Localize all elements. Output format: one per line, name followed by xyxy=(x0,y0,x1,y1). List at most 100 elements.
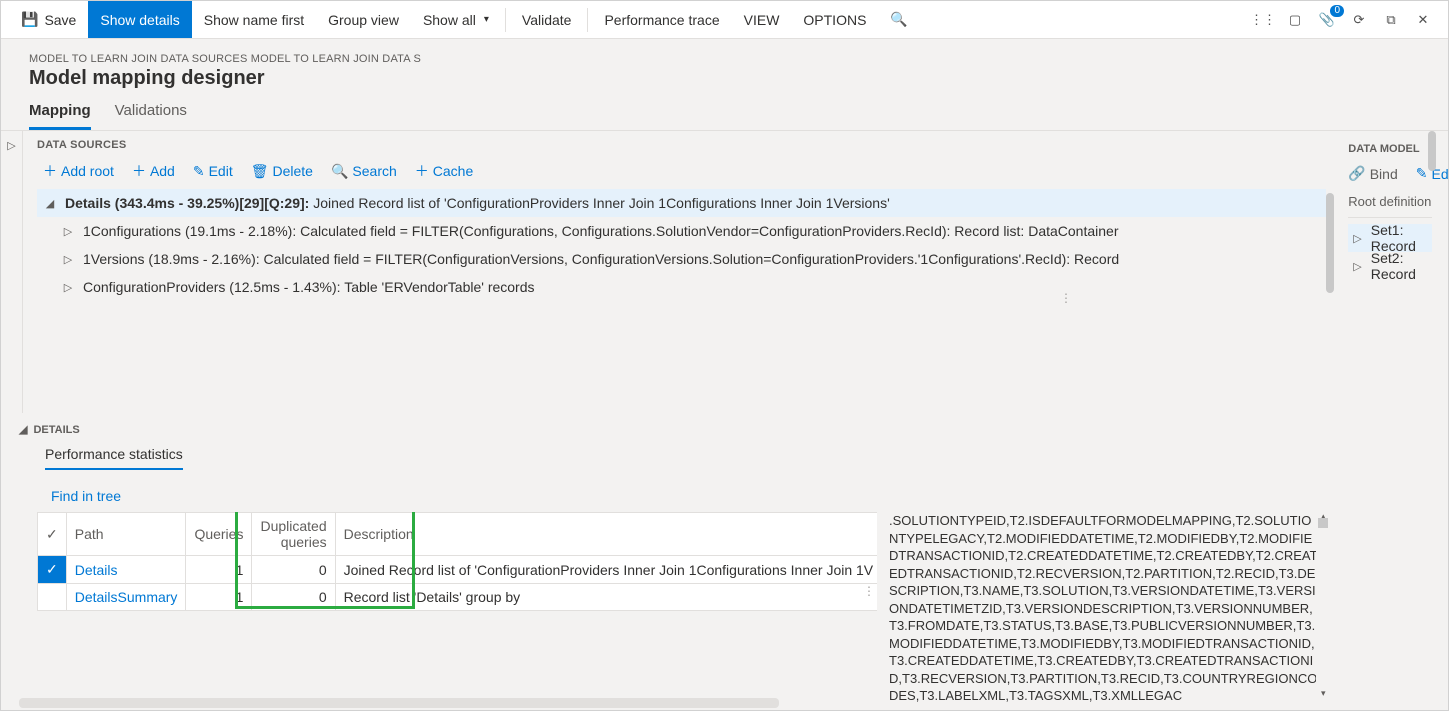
tree-row[interactable]: ▷ 1Configurations (19.1ms - 2.18%): Calcu… xyxy=(37,217,1326,245)
find-in-tree-link[interactable]: Find in tree xyxy=(51,488,121,504)
trash-icon: 🗑 xyxy=(251,163,269,180)
performance-table: ✓ Path Queries Duplicated queries Descri… xyxy=(37,512,877,611)
details-title: DETAILS xyxy=(33,424,79,436)
toolbar-right: ⋮⋮ ▢ 📎0 ⟳ ⧉ ✕ xyxy=(1254,11,1440,29)
resize-grip[interactable]: ⋮ xyxy=(863,584,873,598)
bind-button[interactable]: 🔗Bind xyxy=(1348,165,1397,182)
tree-scrollbar[interactable] xyxy=(1326,193,1334,293)
tab-mapping[interactable]: Mapping xyxy=(29,102,91,130)
tree-toggle-icon[interactable]: ▷ xyxy=(1352,260,1362,273)
search-button[interactable]: 🔍Search xyxy=(331,163,397,180)
add-root-button[interactable]: ＋Add root xyxy=(43,161,114,181)
col-path[interactable]: Path xyxy=(66,513,186,556)
right-panel-scrollbar[interactable] xyxy=(1428,131,1436,171)
tree-row[interactable]: ▷1Versions (18.9ms - 2.16%): Calculated … xyxy=(37,245,1326,273)
connector-icon[interactable]: ⋮⋮ xyxy=(1254,11,1272,29)
performance-trace-button[interactable]: Performance trace xyxy=(592,1,731,38)
data-sources-panel: ▷ DATA SOURCES ＋Add root ＋Add ✎Edit 🗑Del… xyxy=(1,131,1336,413)
data-model-panel: DATA MODEL 🔗Bind ✎Edit 🗑Unbind 🔍Search R… xyxy=(1336,131,1448,705)
options-label: OPTIONS xyxy=(803,12,866,28)
cell-duplicated: 0 xyxy=(252,584,335,611)
tree-toggle-icon[interactable]: ▷ xyxy=(61,225,75,238)
page-title: Model mapping designer xyxy=(29,67,1448,90)
pencil-icon: ✎ xyxy=(1416,165,1428,182)
view-button[interactable]: VIEW xyxy=(732,1,792,38)
search-icon: 🔍 xyxy=(331,163,348,180)
search-label: Search xyxy=(352,163,396,179)
group-view-button[interactable]: Group view xyxy=(316,1,411,38)
perf-table-wrap: ✓ Path Queries Duplicated queries Descri… xyxy=(37,512,877,705)
delete-button[interactable]: 🗑Delete xyxy=(251,163,313,180)
collapse-data-source-types[interactable]: ▷ xyxy=(1,131,23,413)
tree-row[interactable]: ◢Details (343.4ms - 39.25%)[29][Q:29]: J… xyxy=(37,189,1326,217)
tree-row-label: ConfigurationProviders (12.5ms - 1.43%):… xyxy=(83,279,535,295)
cell-queries: 1 xyxy=(186,556,252,584)
office-icon[interactable]: ▢ xyxy=(1286,11,1304,29)
data-model-row[interactable]: ▷Set2: Record xyxy=(1348,252,1432,280)
tree-toggle-icon[interactable]: ▷ xyxy=(1352,232,1362,245)
perf-horizontal-scrollbar[interactable] xyxy=(19,698,779,705)
details-toggle[interactable]: ◢ DETAILS xyxy=(19,423,1336,436)
save-label: Save xyxy=(44,12,76,28)
popout-button[interactable]: ⧉ xyxy=(1382,11,1400,29)
row-check[interactable] xyxy=(38,584,67,611)
refresh-button[interactable]: ⟳ xyxy=(1350,11,1368,29)
subtab-performance-statistics[interactable]: Performance statistics xyxy=(45,446,183,470)
group-view-label: Group view xyxy=(328,12,399,28)
root-definition-label: Root definition xyxy=(1348,194,1432,209)
tab-validations[interactable]: Validations xyxy=(115,102,187,130)
tree-row-label: 1Configurations (19.1ms - 2.18%): Calcul… xyxy=(83,223,1119,239)
cache-button[interactable]: ＋Cache xyxy=(415,161,473,181)
cell-duplicated: 0 xyxy=(252,556,335,584)
validate-button[interactable]: Validate xyxy=(510,1,584,38)
edit-button[interactable]: ✎Edit xyxy=(193,163,233,180)
plus-icon: ＋ xyxy=(132,161,146,181)
pencil-icon: ✎ xyxy=(193,163,205,180)
data-sources-actions: ＋Add root ＋Add ✎Edit 🗑Delete 🔍Search ＋Ca… xyxy=(37,157,1336,189)
data-sources-body: DATA SOURCES ＋Add root ＋Add ✎Edit 🗑Delet… xyxy=(23,131,1336,413)
bind-label: Bind xyxy=(1370,166,1398,182)
cell-path[interactable]: Details xyxy=(66,556,186,584)
col-check[interactable]: ✓ xyxy=(38,513,67,556)
find-in-tree-row: Find in tree xyxy=(51,488,1336,504)
toolbar-separator xyxy=(587,8,588,32)
edit-label: Edit xyxy=(209,163,233,179)
close-button[interactable]: ✕ xyxy=(1414,11,1432,29)
options-button[interactable]: OPTIONS xyxy=(791,1,878,38)
col-duplicated-queries[interactable]: Duplicated queries xyxy=(252,513,335,556)
table-row[interactable]: ✓Details10Joined Record list of 'Configu… xyxy=(38,556,878,584)
cache-label: Cache xyxy=(433,163,473,179)
col-queries[interactable]: Queries xyxy=(186,513,252,556)
toolbar-search-button[interactable]: 🔍 xyxy=(878,1,919,38)
show-all-label: Show all xyxy=(423,12,476,28)
tree-toggle-icon[interactable]: ◢ xyxy=(43,197,57,210)
show-name-first-button[interactable]: Show name first xyxy=(192,1,316,38)
tree-toggle-icon[interactable]: ▷ xyxy=(61,253,75,266)
col-description[interactable]: Description xyxy=(335,513,877,556)
sql-vertical-scrollbar[interactable]: ▴ ▾ xyxy=(1316,512,1330,697)
add-root-label: Add root xyxy=(61,163,114,179)
show-all-button[interactable]: Show all ▾ xyxy=(411,1,501,38)
data-model-tree: ▷Set1: Record▷Set2: Record xyxy=(1348,224,1432,280)
delete-label: Delete xyxy=(273,163,313,179)
attachments-button[interactable]: 📎0 xyxy=(1318,11,1336,29)
save-button[interactable]: 💾 Save xyxy=(9,1,88,38)
scroll-down-icon[interactable]: ▾ xyxy=(1316,687,1330,699)
show-details-label: Show details xyxy=(100,12,179,28)
data-model-row[interactable]: ▷Set1: Record xyxy=(1348,224,1432,252)
view-label: VIEW xyxy=(744,12,780,28)
table-row[interactable]: DetailsSummary10Record list 'Details' gr… xyxy=(38,584,878,611)
tree-toggle-icon[interactable]: ▷ xyxy=(61,281,75,294)
top-toolbar: 💾 Save Show details Show name first Grou… xyxy=(1,1,1448,39)
cell-path[interactable]: DetailsSummary xyxy=(66,584,186,611)
scroll-thumb[interactable] xyxy=(1318,518,1328,528)
details-section: ◢ DETAILS Performance statistics Find in… xyxy=(1,413,1336,705)
add-button[interactable]: ＋Add xyxy=(132,161,175,181)
resize-grip[interactable]: ⋮ xyxy=(1060,291,1070,305)
row-check[interactable]: ✓ xyxy=(38,556,67,584)
show-name-first-label: Show name first xyxy=(204,12,304,28)
show-details-button[interactable]: Show details xyxy=(88,1,191,38)
chevron-down-icon: ▾ xyxy=(484,14,489,25)
breadcrumb: MODEL TO LEARN JOIN DATA SOURCES MODEL T… xyxy=(29,53,1448,65)
tree-row[interactable]: ▷ ConfigurationProviders (12.5ms - 1.43%)… xyxy=(37,273,1326,301)
